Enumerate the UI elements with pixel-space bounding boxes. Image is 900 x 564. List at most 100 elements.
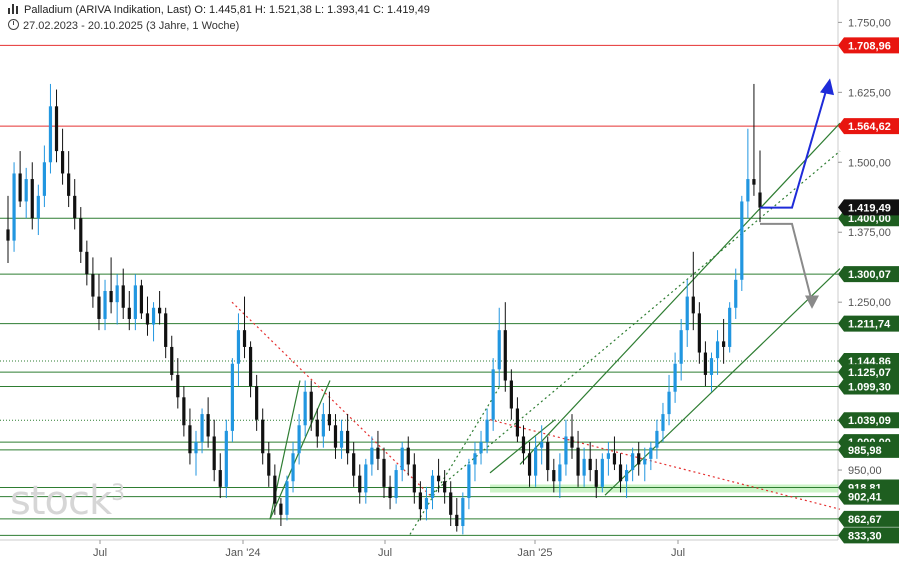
green-level-label: 1.039,09 (848, 415, 891, 427)
green-level-label: 1.125,07 (848, 367, 891, 379)
green-level-label: 1.211,74 (848, 319, 891, 331)
candle-body (515, 408, 520, 437)
candle-body (273, 475, 277, 504)
green-level-label-box (838, 510, 899, 527)
candle-body (164, 313, 168, 347)
green-level-label: 1.400,00 (848, 213, 891, 225)
candle-body (697, 313, 701, 353)
candle-body (315, 419, 319, 437)
candle-body (285, 481, 289, 515)
candle-body (467, 464, 471, 499)
candle-body (752, 179, 756, 185)
candle-body (606, 453, 610, 459)
candle-body (600, 458, 604, 487)
candle-body (461, 498, 465, 527)
candle-body (255, 386, 259, 420)
x-tick-label: Jul (93, 547, 107, 559)
green-level-label: 985,98 (848, 445, 882, 457)
candle-body (218, 470, 222, 487)
candle-body (352, 453, 356, 476)
red-level-label-box (838, 118, 899, 135)
candle-body (679, 330, 683, 364)
date-range: 27.02.2023 - 20.10.2025 (3 Jahre, 1 Woch… (23, 20, 240, 32)
chart-type-icon (8, 4, 20, 14)
candle-body (709, 358, 714, 375)
instrument-title: Palladium (ARIVA Indikation, Last) (24, 4, 192, 16)
red-level-label: 1.564,62 (848, 121, 891, 133)
candle-body (30, 179, 34, 219)
candle-body (242, 330, 247, 347)
candle-body (121, 285, 125, 308)
candle-body (649, 447, 653, 459)
candle-body (127, 307, 131, 319)
candle-body (321, 414, 325, 437)
green-level-label: 902,41 (848, 492, 882, 504)
projection-up-arrowhead (820, 78, 834, 96)
candle-body (740, 201, 744, 280)
candle-body (339, 430, 344, 448)
candle-body (734, 279, 738, 308)
green-level-label-box (838, 527, 899, 544)
green-level-label-box (838, 488, 899, 505)
candle-body (133, 285, 137, 319)
candle-body (60, 151, 65, 174)
support-zone (490, 484, 838, 493)
clock-icon (8, 19, 19, 30)
candle-body (42, 162, 46, 196)
candle-body (449, 492, 453, 515)
candle-body (400, 447, 404, 471)
candle-body (139, 285, 144, 314)
green-level-label-box (838, 412, 899, 429)
projection-up-arrow (760, 83, 829, 209)
candle-body (188, 425, 192, 454)
x-tick-label: Jan '25 (517, 547, 552, 559)
green-level-label: 833,30 (848, 530, 882, 542)
green-level-label: 1.099,30 (848, 382, 891, 394)
candle-body (279, 503, 283, 515)
last-price-label: 1.419,49 (848, 202, 891, 214)
candle-body (424, 498, 429, 510)
candle-body (248, 346, 253, 387)
candle-body (661, 414, 665, 431)
candle-body (624, 470, 629, 482)
last-price-label-box (838, 199, 899, 216)
candle-body (412, 464, 416, 493)
red-level-label-box (838, 37, 899, 54)
candle-body (558, 464, 562, 482)
x-tick-label: Jul (378, 547, 392, 559)
y-tick-label: 950,00 (848, 465, 882, 477)
instrument-header: Palladium (ARIVA Indikation, Last) O: 1.… (8, 4, 430, 16)
candle-body (546, 442, 550, 471)
candle-body (303, 391, 307, 426)
candle-body (394, 470, 398, 499)
candle-body (691, 296, 695, 314)
candle-body (491, 369, 495, 420)
y-tick-label: 1.750,00 (848, 17, 891, 29)
green-level-label-box (838, 441, 899, 458)
candle-body (455, 514, 459, 527)
y-tick-label: 1.375,00 (848, 227, 891, 239)
candle-body (570, 436, 574, 448)
candle-body (230, 363, 234, 431)
candle-body (509, 380, 513, 409)
candle-body (194, 442, 198, 454)
candle-body (358, 475, 362, 493)
candle-body (91, 274, 95, 297)
candle-body (655, 430, 659, 448)
y-tick-label: 1.500,00 (848, 157, 891, 169)
candle-body (436, 475, 441, 482)
candle-body (503, 330, 507, 381)
candle-body (370, 447, 374, 465)
candle-body (291, 453, 295, 482)
candle-body (576, 447, 580, 476)
candle-body (145, 313, 150, 325)
candle-body (582, 458, 586, 476)
candle-body (103, 290, 107, 319)
candle-body (473, 453, 477, 465)
channel-lower (604, 268, 841, 496)
candle-body (261, 419, 265, 454)
red-level-label: 1.708,96 (848, 40, 891, 52)
candle-body (388, 486, 392, 499)
